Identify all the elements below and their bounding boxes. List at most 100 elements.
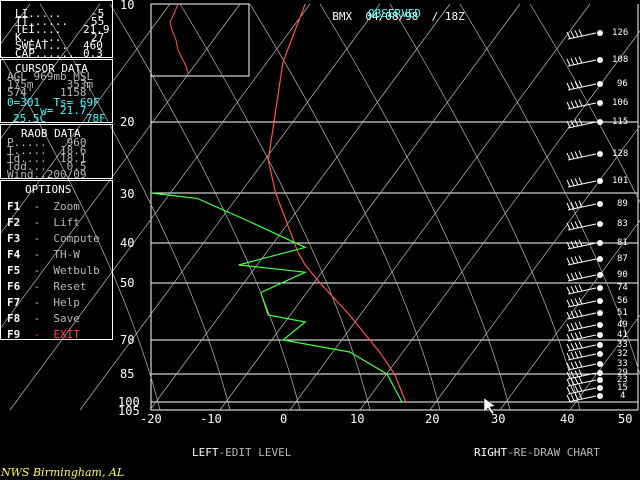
dry-adiabat-line (389, 3, 581, 411)
option-wetbulb-button[interactable]: F5 - Wetbulb (7, 265, 100, 276)
y-axis-tick-label: 10 (120, 0, 135, 12)
option-key: F1 (7, 200, 21, 213)
wind-speed-label: 81 (617, 238, 628, 248)
isotherm-line (9, 3, 311, 411)
wind-barb-icon (566, 255, 603, 266)
option-help-button[interactable]: F7 - Help (7, 297, 80, 308)
wind-speed-label: 4 (620, 391, 626, 401)
wind-speed-label: 15 (617, 383, 628, 393)
isotherm-line (0, 3, 241, 330)
option-compute-button[interactable]: F3 - Compute (7, 233, 100, 244)
x-axis-tick-label: 50 (618, 412, 633, 426)
k-row: K...... (15, 31, 62, 44)
x-axis-tick-label: 20 (425, 412, 440, 426)
wind-barb-icon (566, 350, 603, 361)
cursor-data-title: CURSOR DATA (15, 62, 88, 75)
cursor-line-4: 0=301 Ts= 69F (7, 96, 100, 109)
isotherm-line (569, 314, 640, 411)
raob-temp: T..... 18.6 (7, 144, 87, 157)
option-reset-button[interactable]: F6 - Reset (7, 281, 86, 292)
wind-barb-icon (566, 271, 603, 282)
raob-pressure: P..... 960 (7, 136, 87, 149)
wind-barb-icon (566, 80, 603, 91)
wind-barb-icon (566, 321, 603, 332)
wind-speed-label: 29 (617, 368, 628, 378)
hodograph-trace (169, 3, 189, 74)
wind-speed-label: 51 (617, 308, 628, 318)
wind-barb-icon (566, 177, 603, 188)
option-lift-button[interactable]: F2 - Lift (7, 217, 80, 228)
option-key: F8 (7, 312, 21, 325)
isotherm-line (149, 3, 451, 411)
cap-value: 0.3 (83, 47, 103, 60)
wind-speed-label: 32 (617, 349, 628, 359)
y-axis-tick-label: 70 (120, 333, 135, 347)
dry-adiabat-line (0, 53, 161, 411)
x-axis-tick-label: -10 (200, 412, 222, 426)
option-label: - EXIT (20, 328, 80, 341)
x-axis-tick-label: -20 (140, 412, 162, 426)
wind-barb-icon (566, 99, 603, 110)
wind-speed-label: 89 (617, 199, 628, 209)
wind-barb-icon (566, 392, 603, 403)
left-action: -EDIT LEVEL (218, 446, 292, 459)
cursor-agl: AGL 969mb MSL (7, 70, 94, 83)
cursor-line-2: 175m 353m (7, 78, 94, 91)
right-key: RIGHT (474, 446, 508, 459)
hodograph-inset (150, 3, 250, 77)
left-key: LEFT (192, 446, 219, 459)
right-click-hint: RIGHT-RE-DRAW CHART (474, 446, 600, 459)
isotherm-line (289, 3, 591, 411)
option-label: - Compute (20, 232, 100, 245)
dry-adiabat-line (39, 3, 231, 411)
y-axis-tick-label: 50 (120, 276, 135, 290)
wind-barb-icon (566, 239, 603, 250)
left-click-hint: LEFT-EDIT LEVEL (192, 446, 291, 459)
option-key: F2 (7, 216, 21, 229)
dry-adiabat-line (109, 3, 301, 411)
wind-barb-icon (566, 376, 603, 387)
cursor-line-5: w= 21.7 (7, 104, 87, 117)
option-zoom-button[interactable]: F1 - Zoom (7, 201, 80, 212)
option-label: - Lift (20, 216, 80, 229)
mouse-cursor-icon (483, 397, 496, 415)
station-label: NWS Birmingham, AL (1, 466, 125, 479)
y-axis-tick-label: 85 (120, 367, 135, 381)
header-mode: OBSERVED (368, 7, 421, 20)
x-axis-tick-label: 10 (350, 412, 365, 426)
option-key: F3 (7, 232, 21, 245)
option-key: F4 (7, 248, 21, 261)
y-axis-tick-label: 30 (120, 187, 135, 201)
x-axis-tick-label: 30 (491, 412, 506, 426)
wind-barb-icon (566, 200, 603, 211)
sweat-value: 460 (83, 39, 103, 52)
wind-barb-icon (566, 284, 603, 295)
options-panel: OPTIONS F1 - Zoom F2 - Lift F3 - Compute F4… (0, 180, 113, 340)
wind-barb-icon (566, 56, 603, 67)
option-save-button[interactable]: F8 - Save (7, 313, 80, 324)
wind-barb-icon (566, 220, 603, 231)
right-action: -RE-DRAW CHART (507, 446, 600, 459)
wind-speed-label: 90 (617, 270, 628, 280)
wind-barb-icon (566, 331, 603, 342)
wind-speed-label: 23 (617, 375, 628, 385)
wind-barb-icon (566, 369, 603, 380)
tei-row: TEI.... (15, 23, 62, 36)
raob-dewpoint: Td.... 18.1 (7, 152, 87, 165)
header-station: BMX (332, 10, 353, 23)
wind-barb-icon (566, 118, 603, 129)
wind-speed-label: 96 (617, 79, 628, 89)
li-row: LI..... (15, 7, 62, 20)
tt-row: TT...... (15, 15, 68, 28)
x-axis-tick-label: 0 (280, 412, 288, 426)
li-value: -5 (91, 7, 105, 20)
isotherm-line (219, 3, 521, 411)
raob-wind: Wind..200/09 (7, 168, 87, 181)
wind-speed-label: 108 (612, 55, 629, 65)
y-axis-tick-label: 20 (120, 115, 135, 129)
option-exit-button[interactable]: F9 - EXIT (7, 329, 80, 340)
option-th-w-button[interactable]: F4 - TH-W (7, 249, 80, 260)
wind-speed-label: 106 (612, 98, 629, 108)
option-key: F9 (7, 328, 21, 341)
